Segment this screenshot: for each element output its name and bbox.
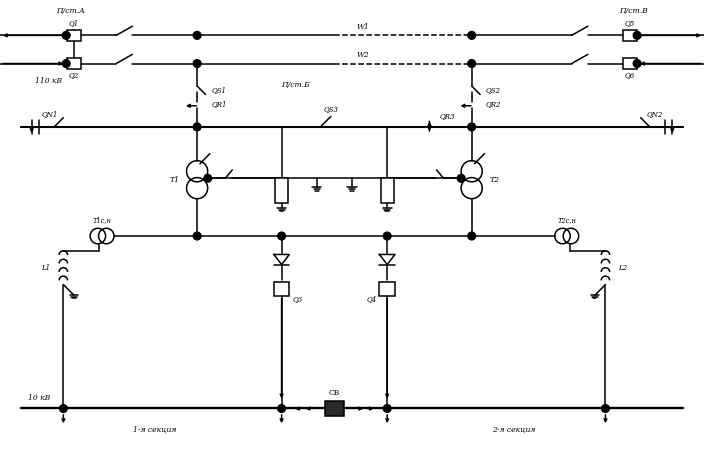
Text: T2: T2 bbox=[489, 176, 499, 184]
Text: L1: L1 bbox=[42, 264, 51, 272]
Circle shape bbox=[193, 232, 201, 240]
Text: Q4: Q4 bbox=[366, 295, 377, 303]
Text: W2: W2 bbox=[356, 51, 369, 59]
Circle shape bbox=[467, 32, 476, 39]
Text: Q5: Q5 bbox=[625, 20, 635, 27]
Bar bbox=[274, 282, 289, 296]
Text: W1: W1 bbox=[356, 23, 369, 31]
Text: QS3: QS3 bbox=[323, 105, 339, 113]
Bar bbox=[67, 58, 81, 69]
Text: QS1: QS1 bbox=[211, 86, 226, 94]
Circle shape bbox=[59, 405, 68, 412]
Text: 1-я секция: 1-я секция bbox=[133, 425, 177, 434]
Bar bbox=[325, 401, 344, 416]
Circle shape bbox=[63, 32, 70, 39]
Bar bbox=[67, 30, 81, 40]
Circle shape bbox=[467, 60, 476, 67]
Text: T1: T1 bbox=[170, 176, 180, 184]
Circle shape bbox=[634, 60, 641, 67]
Bar bbox=[623, 30, 637, 40]
Text: L2: L2 bbox=[618, 264, 627, 272]
Text: П/ст.В: П/ст.В bbox=[620, 7, 648, 15]
Text: T2с,н: T2с,н bbox=[558, 216, 576, 224]
Circle shape bbox=[458, 174, 465, 182]
Circle shape bbox=[467, 232, 476, 240]
Text: П/ст.А: П/ст.А bbox=[56, 7, 85, 15]
Circle shape bbox=[63, 60, 70, 67]
Text: T1с,н: T1с,н bbox=[93, 216, 111, 224]
Bar bbox=[623, 58, 637, 69]
Text: QR1: QR1 bbox=[211, 100, 227, 108]
Circle shape bbox=[277, 232, 286, 240]
Text: СВ: СВ bbox=[329, 389, 340, 397]
Circle shape bbox=[602, 405, 610, 412]
Circle shape bbox=[193, 32, 201, 39]
Bar bbox=[381, 178, 394, 203]
Circle shape bbox=[193, 123, 201, 131]
Text: П/ст.Б: П/ст.Б bbox=[282, 80, 310, 89]
Text: 10 кВ: 10 кВ bbox=[28, 394, 51, 402]
Text: 2-я секция: 2-я секция bbox=[492, 425, 536, 434]
Bar bbox=[275, 178, 288, 203]
Circle shape bbox=[193, 60, 201, 67]
Text: Q2: Q2 bbox=[69, 72, 79, 80]
Text: Q1: Q1 bbox=[69, 20, 79, 27]
Circle shape bbox=[204, 174, 212, 182]
Circle shape bbox=[634, 32, 641, 39]
Text: QR3: QR3 bbox=[440, 113, 455, 120]
Text: QN1: QN1 bbox=[41, 110, 58, 118]
Circle shape bbox=[277, 405, 286, 412]
Text: QS2: QS2 bbox=[486, 86, 501, 94]
Bar bbox=[379, 282, 395, 296]
Text: QN2: QN2 bbox=[646, 110, 663, 118]
Text: QR2: QR2 bbox=[486, 100, 501, 108]
Circle shape bbox=[467, 123, 476, 131]
Text: Q3: Q3 bbox=[292, 295, 303, 303]
Text: Q6: Q6 bbox=[625, 72, 635, 80]
Circle shape bbox=[383, 405, 391, 412]
Circle shape bbox=[383, 232, 391, 240]
Text: 110 кВ: 110 кВ bbox=[35, 77, 63, 85]
